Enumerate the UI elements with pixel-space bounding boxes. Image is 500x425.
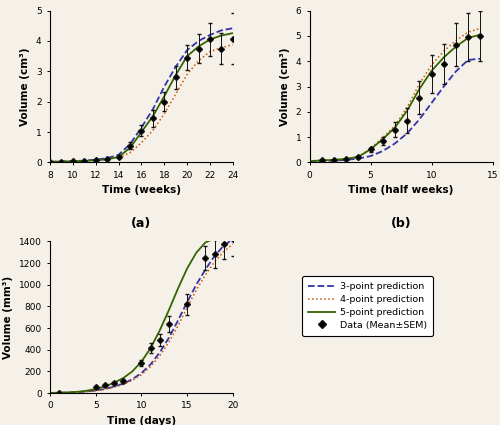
Legend: 3-point prediction, 4-point prediction, 5-point prediction, Data (Mean±SEM): 3-point prediction, 4-point prediction, … — [302, 276, 434, 336]
Y-axis label: Volume (cm³): Volume (cm³) — [280, 47, 290, 126]
X-axis label: Time (weeks): Time (weeks) — [102, 185, 181, 196]
Y-axis label: Volume (cm³): Volume (cm³) — [20, 47, 30, 126]
X-axis label: Time (days): Time (days) — [107, 416, 176, 425]
Text: (b): (b) — [391, 217, 411, 230]
Text: (a): (a) — [132, 217, 152, 230]
Y-axis label: Volume (mm³): Volume (mm³) — [3, 276, 13, 359]
X-axis label: Time (half weeks): Time (half weeks) — [348, 185, 454, 196]
